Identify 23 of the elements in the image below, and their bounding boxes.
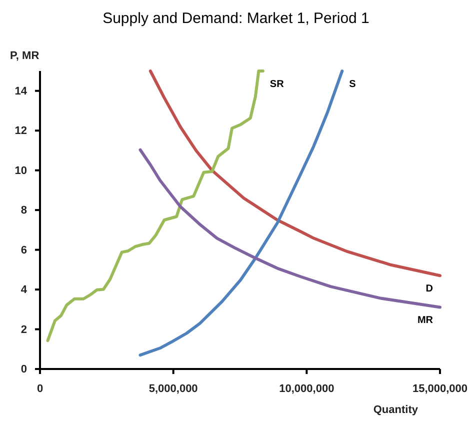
y-tick-label: 8 <box>20 204 27 217</box>
chart-title: Supply and Demand: Market 1, Period 1 <box>102 10 370 27</box>
y-tick-label: 0 <box>20 364 27 376</box>
series-label: S <box>349 79 356 90</box>
y-tick-label: 6 <box>20 244 27 256</box>
y-tick-label: 14 <box>14 85 28 98</box>
line-series <box>138 148 442 309</box>
x-tick-label: 0 <box>36 382 44 395</box>
line-series <box>138 70 344 357</box>
series-label: SR <box>270 79 285 90</box>
series-label: D <box>426 284 433 295</box>
x-tick-label: 15,000,000 <box>412 382 468 395</box>
x-tick-label: 10,000,000 <box>279 382 334 395</box>
line-series <box>46 70 264 342</box>
y-tick-label: 12 <box>14 125 27 138</box>
x-axis-title: Quantity <box>373 404 419 416</box>
series-label: MR <box>417 315 434 326</box>
y-tick-label: 10 <box>14 164 27 177</box>
y-tick-label: 2 <box>20 324 27 336</box>
x-tick-label: 5,000,000 <box>148 382 198 395</box>
line-series <box>148 70 442 278</box>
y-axis-title: P, MR <box>10 50 40 62</box>
y-tick-label: 4 <box>20 284 28 296</box>
